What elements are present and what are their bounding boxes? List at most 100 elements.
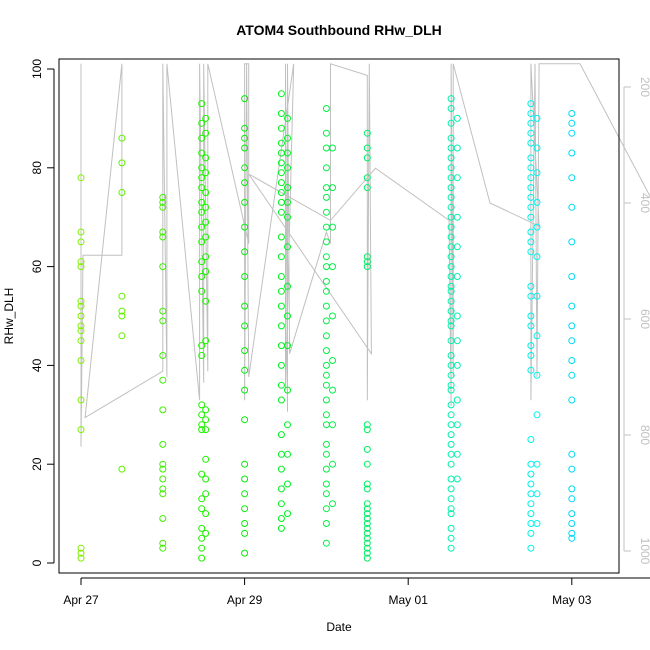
data-point — [77, 327, 85, 335]
data-point — [568, 322, 576, 330]
data-point — [77, 426, 85, 434]
data-point — [241, 529, 249, 537]
data-point — [322, 520, 330, 527]
data-point — [322, 371, 330, 379]
data-point — [568, 495, 576, 503]
data-point — [77, 174, 85, 182]
data-point — [118, 292, 126, 300]
data-point — [447, 401, 455, 409]
data-point — [363, 263, 371, 271]
data-point — [533, 223, 541, 231]
y-tick-label: 20 — [30, 457, 44, 471]
data-point — [322, 277, 330, 285]
chart-title: ATOM4 Southbound RHw_DLH — [236, 22, 442, 38]
y2-tick-label: 600 — [638, 309, 650, 329]
data-point — [241, 302, 249, 310]
data-point — [159, 475, 167, 483]
data-point — [533, 411, 541, 419]
data-point — [453, 421, 461, 429]
data-point — [202, 233, 210, 241]
data-point — [277, 253, 285, 261]
data-point — [527, 529, 535, 537]
data-point — [284, 213, 291, 221]
data-point — [77, 396, 85, 404]
data-point — [568, 149, 576, 157]
data-point — [159, 233, 167, 241]
data-point — [241, 505, 249, 513]
data-point — [329, 357, 336, 364]
data-point — [447, 184, 455, 192]
data-point — [527, 110, 535, 117]
data-point — [159, 228, 167, 236]
data-point — [447, 119, 455, 127]
data-point — [322, 238, 330, 246]
data-point — [77, 297, 85, 305]
data-point — [198, 524, 206, 532]
data-point — [447, 134, 455, 142]
data-point — [241, 198, 249, 206]
data-point — [527, 510, 535, 518]
data-point — [202, 154, 210, 162]
data-point — [241, 490, 249, 498]
y-tick-label: 100 — [30, 59, 44, 79]
data-point — [568, 129, 576, 137]
data-point — [198, 238, 206, 246]
data-point — [277, 465, 285, 473]
data-point — [284, 134, 291, 142]
data-point — [277, 342, 285, 350]
data-point — [329, 421, 336, 429]
data-point — [533, 169, 541, 177]
data-point — [527, 366, 535, 374]
data-point — [202, 455, 210, 463]
data-point — [329, 144, 336, 152]
data-point — [363, 460, 371, 468]
data-point — [198, 342, 206, 350]
data-point — [453, 337, 461, 345]
data-point — [447, 105, 455, 112]
data-point — [322, 450, 330, 458]
data-point — [241, 549, 249, 557]
data-point — [241, 322, 249, 330]
data-point — [118, 189, 126, 196]
data-point — [198, 401, 206, 409]
data-point — [159, 515, 167, 522]
data-point — [447, 485, 455, 493]
data-point — [527, 119, 535, 127]
data-point — [159, 317, 167, 325]
data-point — [447, 253, 455, 261]
data-point — [241, 248, 249, 256]
data-point — [159, 544, 167, 552]
data-point — [322, 490, 330, 498]
data-point — [568, 302, 576, 310]
data-point — [363, 184, 371, 192]
data-point — [322, 287, 330, 295]
data-point — [277, 287, 285, 295]
y-tick-label: 60 — [30, 260, 44, 274]
data-point — [77, 337, 85, 345]
data-point — [527, 436, 535, 443]
data-point — [241, 460, 249, 468]
data-point — [198, 287, 206, 295]
data-point — [241, 179, 249, 187]
data-point — [329, 386, 336, 394]
data-point — [202, 297, 210, 305]
data-point — [202, 416, 210, 424]
data-point — [447, 317, 455, 325]
data-point — [159, 307, 167, 315]
data-point — [277, 302, 285, 310]
data-point — [277, 396, 285, 404]
data-point — [527, 248, 535, 256]
data-point — [453, 213, 461, 221]
data-point — [77, 302, 85, 310]
data-point — [568, 273, 576, 280]
data-point — [241, 223, 249, 231]
data-point — [453, 396, 461, 404]
data-point — [198, 495, 206, 503]
data-point — [447, 386, 455, 394]
data-point — [447, 440, 455, 448]
data-point — [447, 352, 455, 359]
data-point — [447, 203, 455, 211]
data-point — [277, 233, 285, 241]
data-point — [527, 174, 535, 182]
